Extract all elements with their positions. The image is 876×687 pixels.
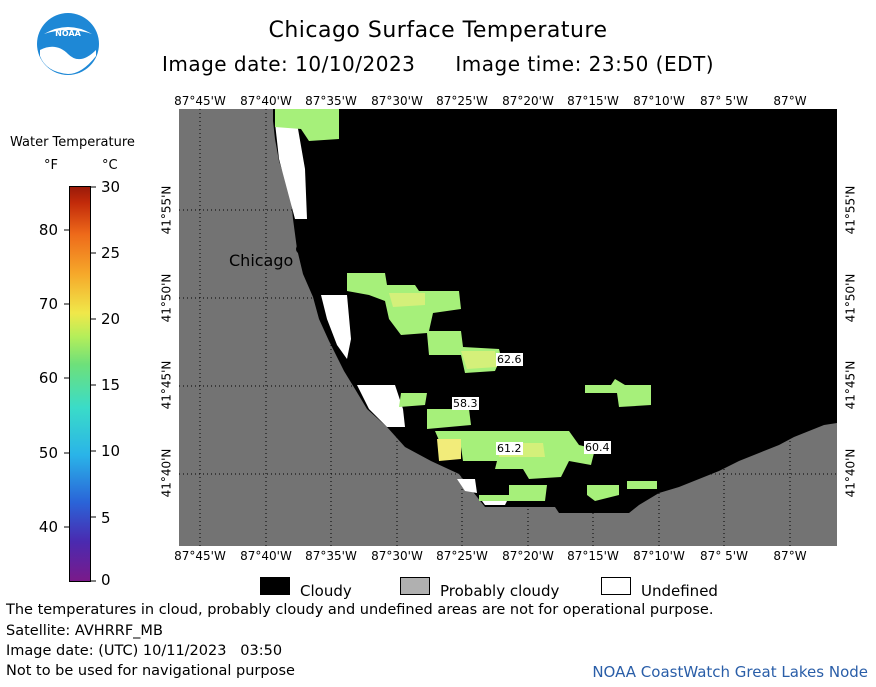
legend-cloudy-label: Cloudy <box>300 582 352 600</box>
scale-f-tick: 60 <box>38 369 58 387</box>
lon-label-top: 87°35'W <box>305 94 357 108</box>
page-title: Chicago Surface Temperature <box>268 18 608 43</box>
footer-satellite: Satellite: AVHRRF_MB <box>6 623 163 639</box>
lon-label-top: 87°20'W <box>502 94 554 108</box>
map-panel: Chicago 62.6 58.3 61.2 60.4 <box>179 109 837 546</box>
unit-celsius: °C <box>102 158 118 173</box>
footer-nav-warning: Not to be used for navigational purpose <box>6 663 295 679</box>
lon-label-bottom: 87° 5'W <box>700 549 748 563</box>
lon-label-top: 87°15'W <box>567 94 619 108</box>
scale-c-tick: 20 <box>101 310 121 328</box>
scale-c-tick: 0 <box>101 571 111 589</box>
lon-label-bottom: 87°45'W <box>174 549 226 563</box>
footer-image-date-utc: Image date: (UTC) 10/11/2023 03:50 <box>6 643 283 659</box>
lon-label-top: 87°40'W <box>240 94 292 108</box>
image-date: Image date: 10/10/2023 <box>161 52 416 76</box>
image-time: Image time: 23:50 (EDT) <box>455 52 715 76</box>
lat-label-right: 41°55'N <box>843 185 858 235</box>
lat-label-left: 41°45'N <box>159 360 174 410</box>
lat-label-left: 41°40'N <box>159 448 174 498</box>
svg-text:NOAA: NOAA <box>55 29 81 38</box>
footer-note: The temperatures in cloud, probably clou… <box>6 602 714 618</box>
scale-f-tick: 70 <box>38 295 58 313</box>
scale-c-tick: 5 <box>101 509 111 527</box>
temperature-label: 60.4 <box>584 441 611 454</box>
water-temperature-patches <box>275 109 657 501</box>
legend-probably-cloudy-swatch <box>400 577 430 595</box>
lon-label-bottom: 87°20'W <box>502 549 554 563</box>
land-area <box>179 109 837 546</box>
lon-label-top: 87°30'W <box>371 94 423 108</box>
lon-label-top: 87° 5'W <box>700 94 748 108</box>
lon-label-bottom: 87°W <box>773 549 807 563</box>
legend-undefined-label: Undefined <box>641 582 718 600</box>
scale-title: Water Temperature <box>10 135 135 150</box>
city-label-chicago: Chicago <box>229 251 294 270</box>
map-svg <box>179 109 837 546</box>
lon-label-top: 87°45'W <box>174 94 226 108</box>
scale-f-tick: 50 <box>38 444 58 462</box>
scale-f-tick: 40 <box>38 518 58 536</box>
lon-label-bottom: 87°40'W <box>240 549 292 563</box>
legend-probably-cloudy-label: Probably cloudy <box>440 582 560 600</box>
chicago-city-marker <box>296 244 306 254</box>
noaa-logo: NOAA <box>36 12 100 76</box>
lat-label-left: 41°55'N <box>159 185 174 235</box>
lat-label-right: 41°50'N <box>843 273 858 323</box>
lon-label-bottom: 87°10'W <box>633 549 685 563</box>
lat-label-left: 41°50'N <box>159 273 174 323</box>
unit-fahrenheit: °F <box>44 158 58 173</box>
lon-label-bottom: 87°15'W <box>567 549 619 563</box>
legend-undefined-swatch <box>601 577 631 595</box>
temperature-label: 61.2 <box>496 442 523 455</box>
lon-label-bottom: 87°30'W <box>371 549 423 563</box>
temperature-label: 58.3 <box>452 397 479 410</box>
legend-cloudy-swatch <box>260 577 290 595</box>
scale-c-tick: 10 <box>101 442 121 460</box>
scale-c-tick: 25 <box>101 244 121 262</box>
temperature-label: 62.6 <box>496 353 523 366</box>
scale-f-tick: 80 <box>38 221 58 239</box>
lon-label-top: 87°W <box>773 94 807 108</box>
color-scale-bar <box>69 186 91 582</box>
lon-label-bottom: 87°25'W <box>436 549 488 563</box>
lat-label-right: 41°40'N <box>843 448 858 498</box>
scale-c-tick: 30 <box>101 178 121 196</box>
lon-label-top: 87°10'W <box>633 94 685 108</box>
image-datetime: Image date: 10/10/2023 Image time: 23:50 … <box>0 52 876 76</box>
lat-label-right: 41°45'N <box>843 360 858 410</box>
lon-label-bottom: 87°35'W <box>305 549 357 563</box>
lon-label-top: 87°25'W <box>436 94 488 108</box>
footer-node-credit: NOAA CoastWatch Great Lakes Node <box>592 663 868 681</box>
scale-ticks <box>62 186 98 582</box>
scale-c-tick: 15 <box>101 376 121 394</box>
